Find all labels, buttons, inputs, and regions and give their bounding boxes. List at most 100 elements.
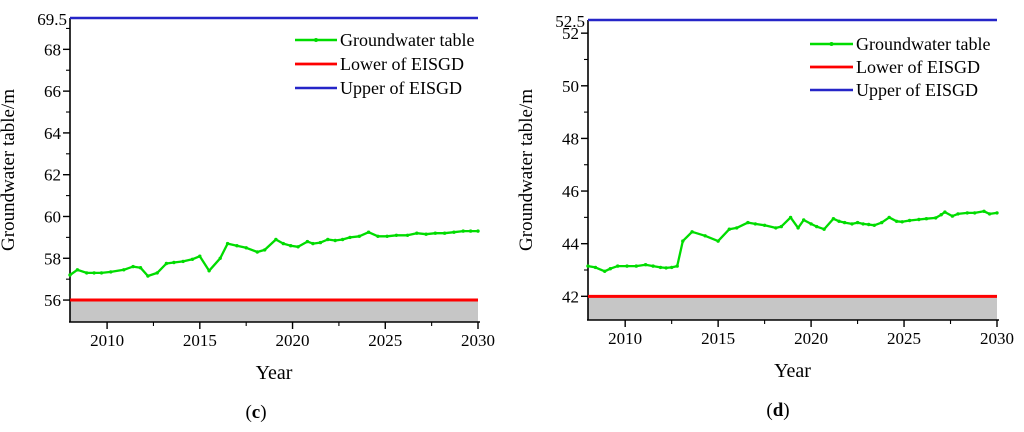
data-point-marker <box>333 238 337 243</box>
data-point-marker <box>907 218 912 223</box>
data-point-marker <box>831 217 836 221</box>
legend-label: Groundwater table <box>856 34 990 54</box>
data-point-marker <box>281 241 285 246</box>
x-tick-label: 2030 <box>980 329 1014 348</box>
legend-label: Groundwater table <box>340 30 474 50</box>
data-point-marker <box>603 269 607 273</box>
data-point-marker <box>675 264 679 268</box>
data-point-marker <box>424 232 428 236</box>
data-point-marker <box>774 226 778 230</box>
data-point-marker <box>198 254 202 258</box>
data-point-marker <box>995 211 999 215</box>
data-point-marker <box>880 220 884 225</box>
data-point-marker <box>943 210 947 214</box>
data-point-marker <box>625 264 629 268</box>
legend-label: Lower of EISGD <box>856 57 980 77</box>
data-point-marker <box>172 260 176 265</box>
data-point-marker <box>887 215 891 220</box>
data-point-marker <box>762 223 767 227</box>
data-point-marker <box>405 233 410 237</box>
out-of-range-band <box>70 300 478 322</box>
data-point-marker <box>433 231 437 235</box>
data-point-marker <box>746 220 750 225</box>
data-point-marker <box>690 230 694 234</box>
x-tick-label: 2015 <box>701 329 735 348</box>
data-point-marker <box>900 220 904 224</box>
data-point-marker <box>586 264 590 268</box>
y-tick-label: 68 <box>44 40 61 59</box>
data-point-marker <box>289 244 293 248</box>
x-axis-title: Year <box>256 362 293 384</box>
data-point-marker <box>670 265 674 270</box>
data-point-marker <box>815 224 819 229</box>
data-point-marker <box>779 224 783 229</box>
data-point-marker <box>616 264 620 268</box>
data-point-marker <box>809 222 813 226</box>
x-tick-label: 2010 <box>608 329 642 348</box>
x-tick-label: 2030 <box>461 331 495 350</box>
data-point-marker <box>146 274 150 278</box>
data-point-marker <box>987 212 992 216</box>
y-tick-label: 60 <box>44 207 61 226</box>
data-point-marker <box>340 237 345 242</box>
out-of-range-band <box>588 296 997 320</box>
data-point-marker <box>965 211 969 215</box>
data-point-marker <box>894 219 899 223</box>
x-tick-label: 2025 <box>887 329 921 348</box>
data-point-marker <box>255 250 259 254</box>
y-tick-label: 48 <box>562 129 579 148</box>
data-point-marker <box>190 257 195 261</box>
x-axis-title: Year <box>774 360 811 382</box>
data-point-marker <box>85 271 89 275</box>
data-point-marker <box>385 234 389 238</box>
panel-caption: (c) <box>245 402 266 423</box>
y-tick-label: 50 <box>562 77 579 96</box>
panel-d: 2010 2015 2020 2025 2030 42 44 46 48 50 52 52.5 Grou… <box>512 0 1024 432</box>
x-tick-label: 2020 <box>276 331 310 350</box>
data-point-marker <box>109 270 113 274</box>
y-top-edge-label: 52.5 <box>555 12 585 31</box>
legend-label: Upper of EISGD <box>856 80 978 100</box>
data-point-marker <box>939 213 943 217</box>
data-point-marker <box>788 215 793 220</box>
data-point-marker <box>207 269 211 273</box>
y-tick-label: 52 <box>562 24 579 43</box>
data-point-marker <box>244 246 248 250</box>
data-point-marker <box>326 237 330 242</box>
data-point-marker <box>452 230 456 234</box>
data-point-marker <box>442 231 447 235</box>
data-point-marker <box>181 259 185 264</box>
data-point-marker <box>703 234 707 238</box>
y-tick-label: 66 <box>44 82 61 101</box>
data-point-marker <box>348 235 352 240</box>
data-point-marker <box>218 256 222 260</box>
data-point-marker <box>357 234 361 238</box>
legend-marker <box>314 38 318 42</box>
data-point-marker <box>75 268 80 272</box>
data-point-marker <box>950 214 955 218</box>
y-tick-label: 42 <box>562 287 579 306</box>
legend-label: Upper of EISGD <box>340 78 462 98</box>
data-point-marker <box>735 226 739 230</box>
x-tick-label: 2015 <box>183 331 217 350</box>
data-point-marker <box>982 209 986 213</box>
y-tick-label: 62 <box>44 166 61 185</box>
y-tick-label: 44 <box>562 235 580 254</box>
series-groundwater-line <box>68 229 480 278</box>
data-point-marker <box>822 227 826 231</box>
data-point-marker <box>842 220 847 225</box>
data-point-marker <box>872 223 876 227</box>
y-axis-title: Groundwater table/m <box>516 89 537 251</box>
data-point-marker <box>716 239 720 243</box>
data-point-marker <box>92 271 96 275</box>
data-point-marker <box>861 222 865 226</box>
data-point-marker <box>643 263 648 267</box>
data-point-marker <box>867 222 871 227</box>
panel-c: 2010 2015 2020 2025 2030 56 58 60 62 64 66 68 69.5 Gr… <box>0 10 495 423</box>
data-point-marker <box>376 234 380 238</box>
data-point-marker <box>235 244 239 248</box>
data-point-marker <box>366 230 371 234</box>
data-point-marker <box>973 211 977 215</box>
data-point-marker <box>138 266 143 270</box>
